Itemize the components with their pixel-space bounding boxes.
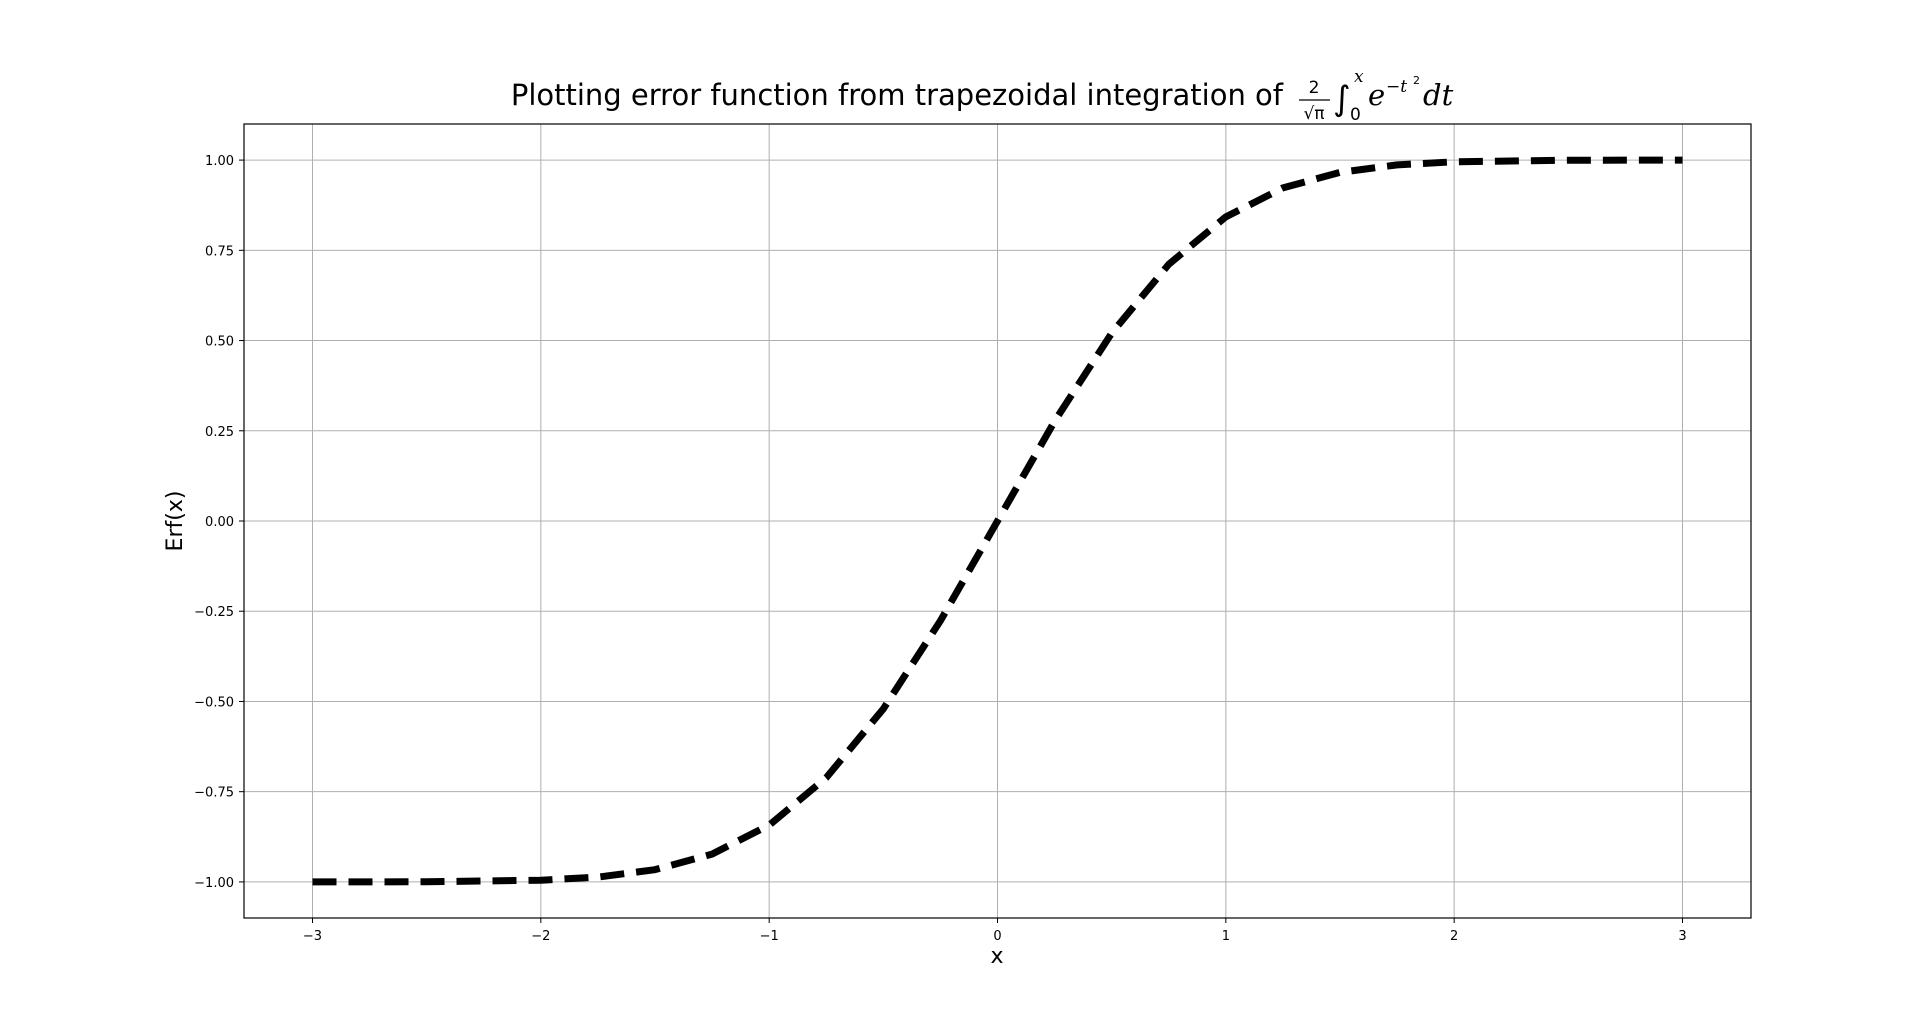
x-axis: −3 −2 −1 0 1 2 3: [303, 918, 1687, 944]
title-lower-limit: 0: [1350, 105, 1361, 125]
y-tick-label: 0.25: [205, 425, 234, 440]
y-tick-label: 0.75: [205, 244, 234, 259]
title-exponent-power: 2: [1413, 74, 1420, 87]
y-axis: 1.00 0.75 0.50 0.25 0.00 −0.25 −0.50 −0.75 −1.00: [194, 154, 244, 891]
x-tick-label: 0: [993, 929, 1001, 944]
title-exponent: −t: [1386, 77, 1407, 97]
chart-title-text: Plotting error function from trapezoidal…: [511, 78, 1284, 112]
x-tick-label: 1: [1222, 929, 1230, 944]
x-tick-label: −1: [760, 929, 779, 944]
title-exp-base: e: [1368, 78, 1385, 112]
title-upper-limit: x: [1354, 67, 1364, 87]
grid: [244, 124, 1751, 918]
y-axis-label: Erf(x): [163, 491, 188, 552]
y-tick-label: 0.50: [205, 335, 234, 350]
series-layer: [312, 156, 1683, 886]
title-fraction-denominator: √π: [1303, 104, 1324, 124]
y-tick-label: −0.50: [194, 695, 234, 710]
y-tick-label: −0.75: [194, 786, 234, 801]
title-fraction-numerator: 2: [1309, 78, 1320, 98]
chart-title: Plotting error function from trapezoidal…: [511, 67, 1454, 125]
x-axis-label: x: [990, 944, 1003, 969]
x-tick-label: −3: [303, 929, 322, 944]
y-tick-label: −0.25: [194, 605, 234, 620]
title-integral-sign: ∫: [1333, 79, 1351, 119]
x-tick-label: 2: [1450, 929, 1458, 944]
y-tick-label: −1.00: [194, 876, 234, 891]
x-tick-label: 3: [1678, 929, 1686, 944]
x-tick-label: −2: [531, 929, 550, 944]
title-differential: dt: [1423, 78, 1454, 112]
series-line: [312, 156, 1683, 886]
y-tick-label: 1.00: [205, 154, 234, 169]
y-tick-label: 0.00: [205, 515, 234, 530]
